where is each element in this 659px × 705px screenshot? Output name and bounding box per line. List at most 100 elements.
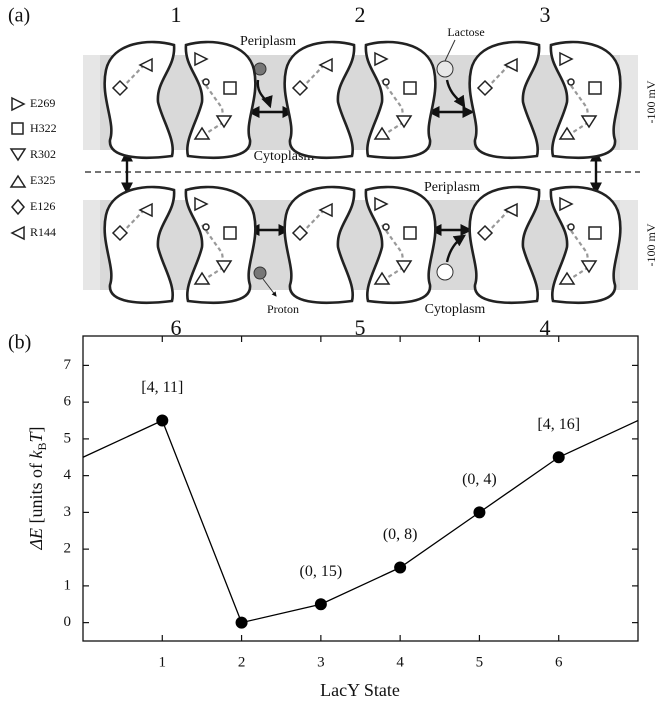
residue-link	[381, 224, 406, 282]
legend-label: R144	[30, 225, 56, 239]
proton	[253, 266, 267, 280]
residue	[202, 78, 210, 86]
residue	[318, 202, 333, 218]
residue	[111, 224, 129, 242]
x-tick-label: 4	[396, 654, 404, 670]
x-tick-label: 1	[159, 654, 167, 670]
residue	[567, 78, 575, 86]
panel-a: (a) 1 2 3 6 5 4 Periplasm Periplasm Cyto…	[8, 2, 658, 340]
y-axis-label-part: k	[26, 449, 46, 458]
panel-b: (b) LacY State ΔE [units of kBT] 0 1 2 3 4 5 6…	[8, 332, 639, 700]
binding-arrow	[445, 234, 466, 263]
residue	[588, 81, 602, 95]
protein	[283, 40, 437, 160]
y-tick-label: 1	[64, 577, 72, 593]
binding-arrow	[256, 79, 273, 109]
x-tick-label: 2	[238, 654, 246, 670]
residue-link	[486, 209, 510, 234]
legend-label: R302	[30, 147, 56, 161]
y-axis-label-part: [units of	[26, 458, 46, 528]
protein	[468, 40, 622, 160]
proton-label: Proton	[267, 302, 299, 316]
state-number: 4	[540, 315, 551, 340]
legend-symbol	[9, 148, 27, 162]
lactose	[436, 60, 454, 78]
legend-symbol	[11, 122, 24, 135]
residue-link	[486, 64, 510, 89]
y-axis-label: ΔE [units of kBT]	[26, 426, 49, 550]
data-point	[394, 561, 407, 574]
panel-label: (b)	[8, 332, 31, 354]
residue	[558, 271, 576, 285]
legend-label: E126	[30, 199, 55, 213]
y-tick-label: 7	[64, 357, 72, 373]
residue	[403, 226, 417, 240]
data-point	[473, 506, 486, 519]
residue	[382, 78, 390, 86]
protein-lobe	[468, 185, 541, 305]
residue	[558, 126, 576, 140]
residue	[202, 223, 210, 231]
state-number: 1	[171, 2, 182, 27]
legend-label: E269	[30, 96, 55, 110]
residue	[194, 196, 209, 212]
leader-line	[444, 39, 456, 62]
voltage-label: -100 mV	[644, 223, 658, 266]
residue	[374, 51, 389, 67]
data-line	[82, 419, 639, 624]
residue-link	[121, 64, 145, 89]
residue	[223, 226, 237, 240]
residue	[559, 196, 574, 212]
region-label: Cytoplasm	[425, 302, 486, 317]
residue-link	[201, 224, 226, 282]
x-tick-label: 6	[555, 654, 563, 670]
residue	[138, 57, 153, 73]
residue	[291, 79, 309, 97]
protein-lobe	[468, 40, 541, 160]
y-tick-label: 2	[64, 541, 72, 557]
x-tick-label: 5	[476, 654, 484, 670]
protein-lobe	[103, 40, 176, 160]
protein-lobe	[283, 185, 356, 305]
residue-link	[381, 79, 406, 137]
residue	[111, 79, 129, 97]
y-axis-label-part: ΔE	[26, 528, 46, 551]
y-tick-label: 3	[64, 504, 72, 520]
x-tick-label: 3	[317, 654, 325, 670]
y-tick-label: 4	[64, 467, 72, 483]
residue	[223, 81, 237, 95]
residue	[215, 115, 233, 129]
residue	[382, 223, 390, 231]
y-tick-label: 6	[64, 394, 72, 410]
residue	[318, 57, 333, 73]
legend-symbol	[11, 198, 25, 216]
binding-arrow	[445, 79, 466, 108]
protein	[468, 185, 622, 305]
residue	[503, 202, 518, 218]
annotation: (0, 8)	[383, 526, 418, 543]
residue	[503, 57, 518, 73]
residue	[193, 271, 211, 285]
lactose-label: Lactose	[447, 25, 484, 39]
residue-link	[201, 79, 226, 137]
residue	[373, 271, 391, 285]
state-number: 6	[171, 315, 182, 340]
panel-label: (a)	[8, 5, 30, 27]
data-point	[314, 598, 327, 611]
protein-lobe	[283, 40, 356, 160]
plot-frame	[82, 335, 639, 642]
annotation: (0, 15)	[300, 563, 343, 580]
protein	[103, 185, 257, 305]
legend-symbol	[9, 174, 27, 188]
y-axis-label-part: B	[35, 442, 49, 450]
residue	[580, 115, 598, 129]
region-label: Periplasm	[424, 180, 480, 195]
x-axis-label: LacY State	[320, 680, 400, 700]
y-tick-label: 0	[64, 614, 72, 630]
y-axis-label-part: T	[26, 430, 46, 442]
residue	[194, 51, 209, 67]
data-point	[156, 414, 169, 427]
annotation: [4, 11]	[141, 379, 183, 396]
residue	[476, 224, 494, 242]
